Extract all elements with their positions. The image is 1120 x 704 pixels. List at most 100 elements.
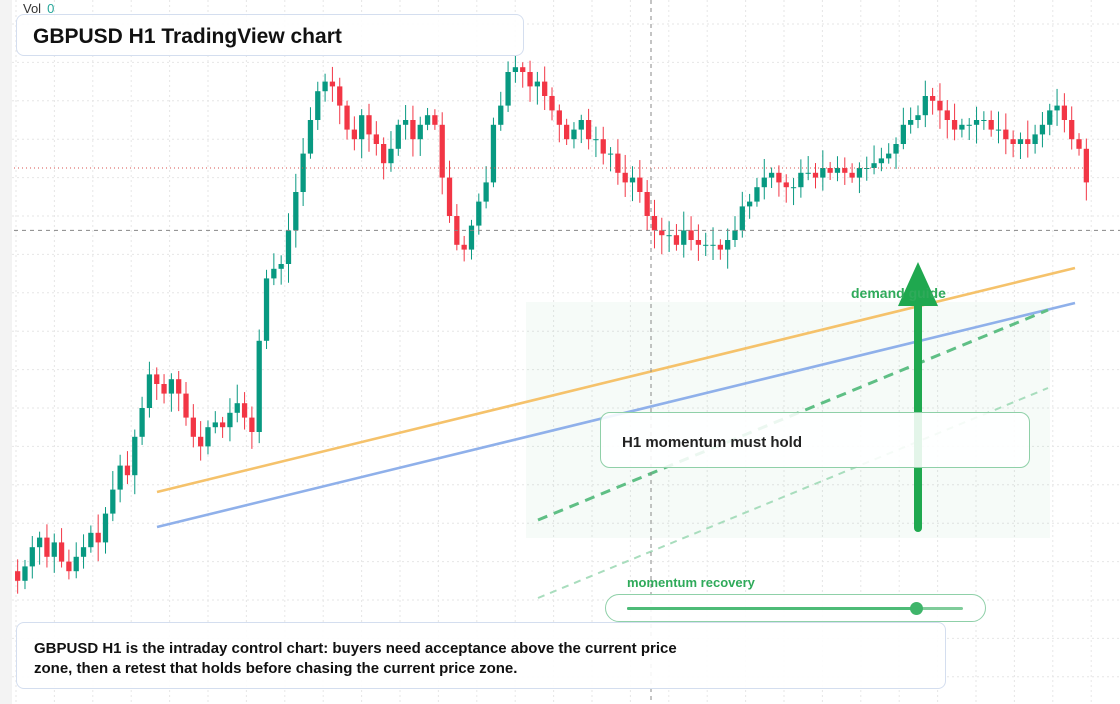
candle-body <box>695 240 702 245</box>
candle-body <box>710 244 716 246</box>
candle-body <box>871 163 877 168</box>
candle-body <box>981 120 987 121</box>
candle-body <box>395 124 401 149</box>
candle-body <box>827 168 833 173</box>
candle-body <box>637 177 643 192</box>
candle-body <box>805 172 811 174</box>
candle-body <box>183 393 189 418</box>
candle-body <box>688 230 694 240</box>
candle-body <box>359 115 365 140</box>
candle-body <box>44 537 50 557</box>
candle-body <box>388 148 394 164</box>
candle-body <box>644 192 650 216</box>
candle-body <box>1076 139 1082 149</box>
candle-body <box>146 374 153 408</box>
candle-body <box>22 566 28 581</box>
candle-body <box>241 403 248 418</box>
candle-body <box>607 153 614 155</box>
candle-body <box>315 91 321 120</box>
recovery-slider[interactable] <box>605 594 986 622</box>
candle-body <box>132 436 138 476</box>
candle-body <box>966 124 972 126</box>
candle-body <box>307 120 314 154</box>
candle-body <box>249 417 255 432</box>
candle-body <box>783 182 789 188</box>
momentum-arrow-head <box>898 262 938 306</box>
candle-body <box>80 547 87 557</box>
candle-body <box>432 115 438 125</box>
chart-title-box: GBPUSD H1 TradingView chart <box>16 14 524 56</box>
recovery-label: momentum recovery <box>627 575 755 590</box>
candle-body <box>527 72 533 87</box>
candle-body <box>681 230 687 245</box>
candle-body <box>739 206 745 231</box>
candle-body <box>725 240 731 250</box>
candle-body <box>51 542 57 557</box>
candle-body <box>878 158 885 164</box>
analysis-note-box: GBPUSD H1 is the intraday control chart:… <box>16 622 946 689</box>
candle-body <box>446 177 453 216</box>
candle-body <box>329 81 336 87</box>
candle-body <box>139 408 145 437</box>
candle-body <box>1039 124 1046 135</box>
candle-body <box>937 100 943 111</box>
candle-body <box>1047 110 1053 125</box>
candle-body <box>424 115 431 125</box>
candle-body <box>732 230 738 240</box>
candle-body <box>95 532 101 543</box>
candle-body <box>1017 139 1024 144</box>
recovery-slider-track[interactable] <box>627 602 963 615</box>
candle-body <box>578 120 584 130</box>
candle-body <box>110 489 116 514</box>
candle-body <box>278 264 284 269</box>
candle-body <box>410 120 416 140</box>
candle-body <box>285 230 292 264</box>
candle-body <box>1032 134 1038 144</box>
candle-body <box>212 422 218 428</box>
candles-layer <box>15 55 1089 594</box>
candle-body <box>761 177 767 188</box>
candle-body <box>234 403 240 413</box>
candle-body <box>842 168 848 173</box>
candle-body <box>293 192 299 231</box>
candle-body <box>651 216 658 231</box>
candle-body <box>322 81 328 92</box>
candle-body <box>381 144 387 164</box>
candle-body <box>585 120 592 140</box>
candle-body <box>73 556 79 572</box>
candle-body <box>219 422 226 428</box>
candle-body <box>1010 139 1016 144</box>
recovery-slider-knob[interactable] <box>909 602 923 615</box>
candle-body <box>373 134 379 144</box>
candle-body <box>198 436 204 447</box>
candle-body <box>959 124 965 130</box>
left-scale-strip <box>0 0 12 704</box>
candle-body <box>161 384 167 394</box>
analysis-note-text: GBPUSD H1 is the intraday control chart:… <box>34 640 677 677</box>
candle-body <box>402 120 409 125</box>
candle-body <box>66 561 72 572</box>
candle-body <box>790 187 797 189</box>
candle-body <box>351 129 358 140</box>
candle-body <box>995 129 1002 131</box>
candle-body <box>88 532 94 548</box>
candle-body <box>703 244 709 246</box>
candle-body <box>593 139 599 141</box>
candle-body <box>1069 120 1075 140</box>
candle-body <box>168 379 175 394</box>
candle-body <box>856 168 863 178</box>
candle-body <box>534 81 540 87</box>
candle-body <box>944 110 950 120</box>
candle-body <box>622 172 628 183</box>
candle-body <box>490 124 497 183</box>
candle-body <box>15 571 21 581</box>
candle-body <box>988 120 994 130</box>
candle-body <box>512 67 519 72</box>
candle-body <box>973 120 980 125</box>
candle-body <box>746 201 753 207</box>
chart-title: GBPUSD H1 TradingView chart <box>33 25 342 48</box>
candle-body <box>812 172 819 178</box>
candle-body <box>271 268 277 279</box>
candle-body <box>549 96 555 111</box>
candle-body <box>556 110 562 125</box>
